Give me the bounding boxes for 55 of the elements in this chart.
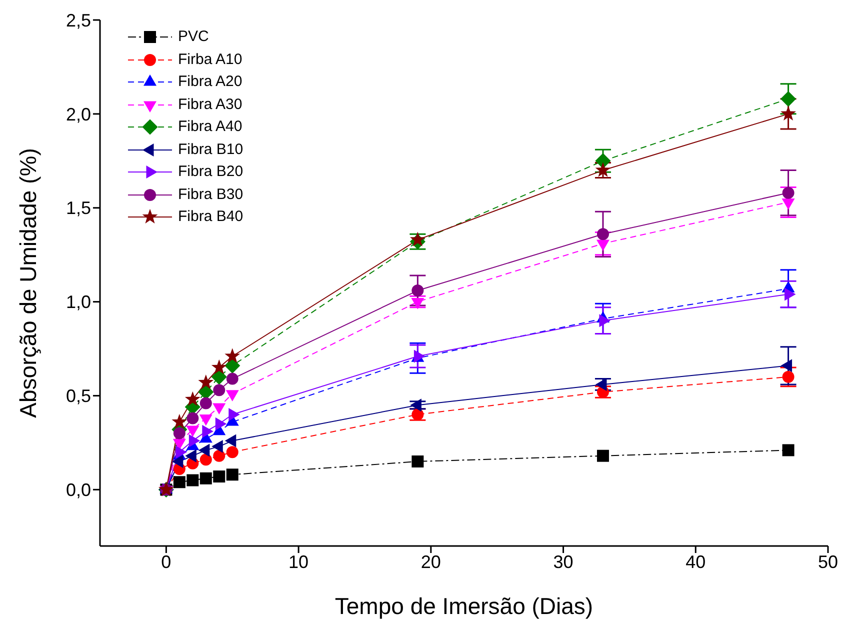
point	[224, 358, 240, 374]
point	[596, 228, 609, 240]
point	[173, 427, 186, 440]
legend-label: Fibra A30	[178, 94, 242, 114]
legend-label: Fibra B30	[178, 184, 244, 204]
y-tick-label: 1,5	[66, 198, 91, 218]
point	[213, 470, 226, 482]
point	[172, 414, 188, 429]
legend-label: Fibra B10	[178, 140, 244, 160]
x-tick-label: 50	[818, 552, 838, 572]
point	[595, 153, 611, 169]
point	[412, 284, 424, 297]
point	[780, 91, 796, 107]
point	[226, 468, 238, 481]
x-tick-label: 0	[161, 552, 172, 572]
point	[213, 384, 226, 396]
y-axis-title: Absorção de Umidade (%)	[15, 148, 42, 418]
x-tick-label: 20	[420, 552, 441, 572]
point	[782, 370, 794, 383]
point	[224, 348, 240, 363]
y-tick-label: 2,0	[66, 104, 91, 124]
point	[184, 391, 200, 406]
x-tick-label: 30	[553, 552, 574, 572]
point	[173, 476, 186, 488]
point	[782, 444, 794, 456]
legend-label: Fibra A20	[178, 72, 242, 92]
point	[211, 359, 227, 374]
y-tick-label: 1,0	[66, 292, 91, 312]
x-tick-label: 10	[288, 552, 309, 572]
legend-label: PVC	[178, 27, 209, 47]
legend-label: Firba A10	[178, 50, 242, 70]
x-tick-label: 40	[686, 552, 706, 572]
legend-label: Fibra B40	[178, 207, 244, 227]
point	[186, 412, 199, 424]
point	[200, 397, 212, 410]
point	[198, 374, 214, 390]
point	[782, 186, 794, 199]
point	[200, 454, 212, 466]
point	[780, 106, 796, 120]
point	[412, 408, 424, 420]
point	[211, 369, 227, 385]
point	[226, 372, 238, 385]
point	[412, 455, 424, 468]
y-tick-label: 0,5	[66, 386, 91, 406]
point	[596, 450, 609, 462]
point	[213, 450, 226, 462]
legend-label: Fibra B20	[178, 162, 244, 182]
point	[226, 446, 238, 458]
y-tick-label: 2,5	[66, 10, 91, 30]
point	[186, 474, 199, 486]
y-tick-label: 0,0	[66, 480, 91, 500]
x-axis-title: Tempo de Imersão (Dias)	[334, 593, 594, 619]
point	[410, 232, 426, 246]
legend-label: Fibra A40	[178, 117, 242, 137]
point	[200, 472, 212, 484]
